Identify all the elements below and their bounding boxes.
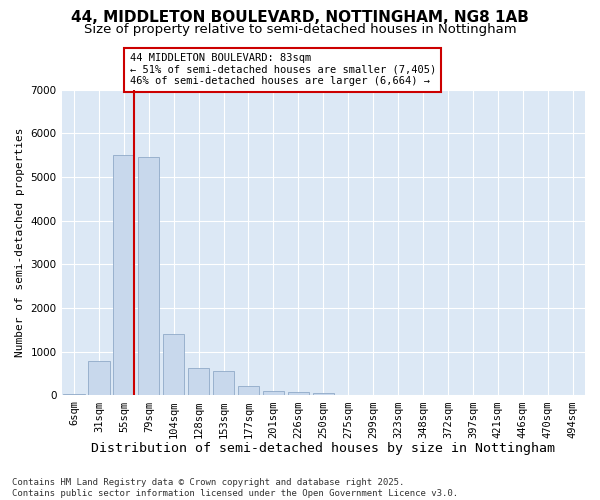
Bar [188,368,209,396]
Bar [88,362,110,396]
Bar [163,334,184,396]
Bar [263,390,284,396]
Text: 44, MIDDLETON BOULEVARD, NOTTINGHAM, NG8 1AB: 44, MIDDLETON BOULEVARD, NOTTINGHAM, NG8… [71,10,529,25]
Bar [238,386,259,396]
Bar [64,394,85,396]
Bar [313,393,334,396]
Bar [113,155,134,396]
Y-axis label: Number of semi-detached properties: Number of semi-detached properties [15,128,25,358]
Bar [138,158,160,396]
Bar [213,371,234,396]
X-axis label: Distribution of semi-detached houses by size in Nottingham: Distribution of semi-detached houses by … [91,442,555,455]
Text: Contains HM Land Registry data © Crown copyright and database right 2025.
Contai: Contains HM Land Registry data © Crown c… [12,478,458,498]
Text: 44 MIDDLETON BOULEVARD: 83sqm
← 51% of semi-detached houses are smaller (7,405)
: 44 MIDDLETON BOULEVARD: 83sqm ← 51% of s… [130,54,436,86]
Bar [288,392,309,396]
Text: Size of property relative to semi-detached houses in Nottingham: Size of property relative to semi-detach… [83,22,517,36]
